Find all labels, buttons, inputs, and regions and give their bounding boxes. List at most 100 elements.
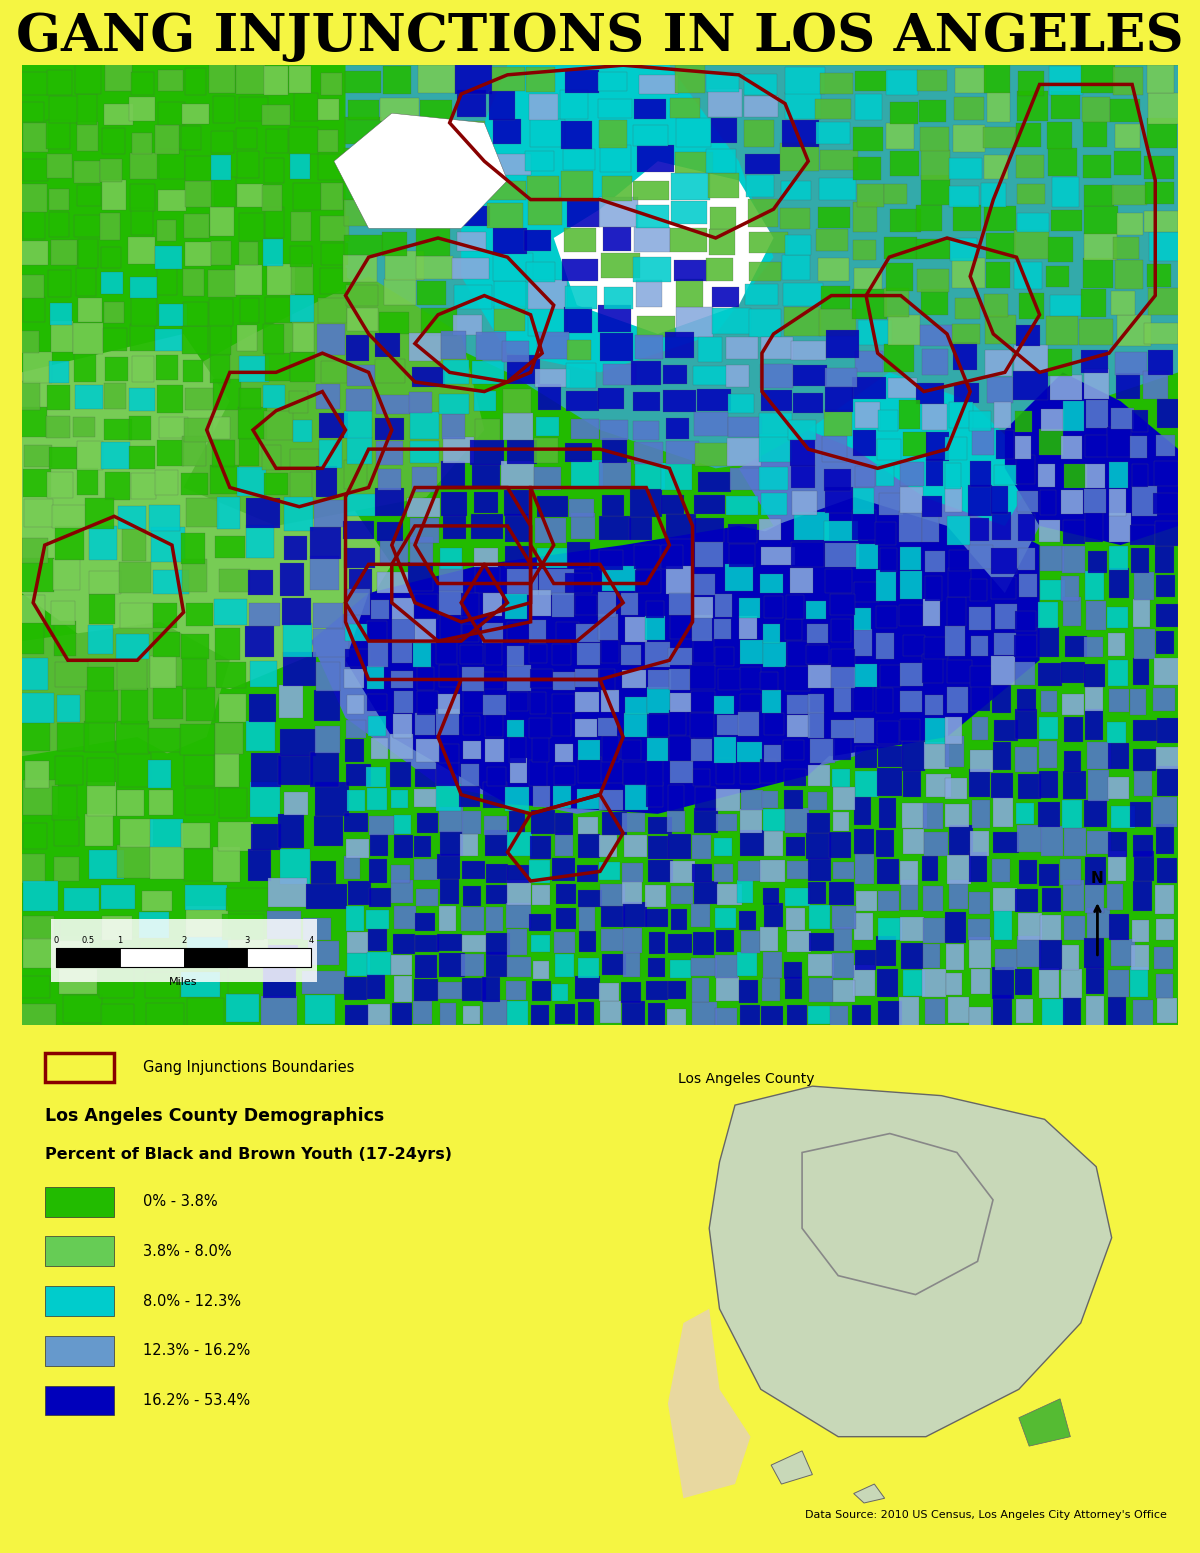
Bar: [538, 495, 568, 517]
Bar: [529, 759, 547, 786]
Bar: [900, 463, 924, 486]
Bar: [504, 547, 529, 567]
Bar: [533, 786, 550, 806]
Bar: [214, 599, 246, 624]
Bar: [786, 837, 805, 856]
Bar: [880, 665, 901, 686]
Bar: [48, 472, 73, 499]
Bar: [264, 65, 288, 95]
Bar: [821, 73, 853, 95]
Polygon shape: [553, 162, 774, 334]
Bar: [992, 685, 1012, 713]
Bar: [884, 238, 917, 259]
Bar: [671, 885, 692, 904]
Bar: [806, 624, 828, 643]
Bar: [264, 412, 293, 439]
Bar: [785, 92, 821, 120]
Bar: [474, 391, 497, 412]
Bar: [994, 721, 1018, 741]
Bar: [599, 592, 617, 618]
Bar: [439, 590, 463, 615]
Bar: [901, 943, 923, 969]
Bar: [251, 753, 281, 787]
Bar: [209, 62, 235, 93]
Bar: [1015, 610, 1036, 631]
Bar: [209, 298, 233, 326]
Bar: [648, 1003, 666, 1027]
Bar: [490, 92, 515, 121]
Bar: [533, 981, 551, 1002]
Bar: [58, 722, 90, 752]
Bar: [900, 860, 918, 885]
Bar: [1109, 512, 1132, 542]
Bar: [996, 430, 1014, 460]
Bar: [785, 666, 810, 691]
Bar: [853, 488, 874, 514]
Bar: [740, 790, 763, 809]
Bar: [856, 890, 877, 910]
Bar: [706, 258, 733, 281]
Bar: [226, 887, 269, 912]
Bar: [780, 208, 810, 228]
Bar: [994, 402, 1010, 429]
Bar: [268, 877, 307, 907]
Bar: [631, 362, 660, 385]
Bar: [902, 829, 924, 854]
Bar: [991, 968, 1014, 999]
Bar: [1086, 401, 1108, 429]
Bar: [462, 811, 481, 834]
Bar: [130, 185, 155, 211]
Bar: [289, 127, 318, 154]
Bar: [1062, 800, 1082, 828]
Bar: [946, 972, 962, 994]
Bar: [461, 764, 479, 786]
Bar: [319, 439, 342, 467]
Bar: [955, 298, 980, 318]
Bar: [409, 391, 432, 413]
Bar: [343, 977, 367, 1000]
Bar: [854, 854, 874, 885]
Bar: [634, 124, 667, 146]
Bar: [532, 885, 551, 905]
Bar: [313, 603, 343, 627]
Polygon shape: [346, 526, 924, 814]
Bar: [486, 863, 508, 884]
Bar: [599, 120, 626, 148]
Polygon shape: [22, 469, 391, 690]
Bar: [294, 93, 318, 121]
Bar: [368, 643, 388, 666]
Bar: [215, 627, 240, 660]
Bar: [414, 789, 437, 808]
Bar: [391, 865, 410, 884]
Bar: [349, 568, 372, 593]
Bar: [211, 439, 235, 467]
Bar: [55, 526, 84, 561]
Bar: [44, 1385, 114, 1415]
Bar: [439, 394, 468, 415]
Bar: [970, 666, 992, 688]
Bar: [49, 447, 77, 469]
Bar: [714, 738, 737, 763]
Bar: [984, 64, 1009, 93]
Bar: [671, 909, 688, 930]
Bar: [263, 325, 283, 354]
Bar: [970, 412, 991, 432]
Bar: [484, 694, 505, 716]
Bar: [443, 436, 474, 463]
Bar: [994, 888, 1016, 910]
Bar: [436, 710, 460, 735]
Bar: [992, 994, 1012, 1025]
Bar: [578, 890, 602, 907]
Bar: [695, 787, 716, 811]
Bar: [817, 208, 851, 228]
Bar: [439, 665, 458, 688]
Bar: [320, 360, 347, 382]
Bar: [119, 562, 151, 593]
Bar: [1086, 968, 1104, 994]
Bar: [1061, 491, 1082, 514]
Polygon shape: [853, 1485, 884, 1503]
Bar: [1153, 494, 1177, 514]
Bar: [18, 975, 50, 999]
Bar: [415, 713, 434, 735]
Bar: [436, 640, 457, 665]
